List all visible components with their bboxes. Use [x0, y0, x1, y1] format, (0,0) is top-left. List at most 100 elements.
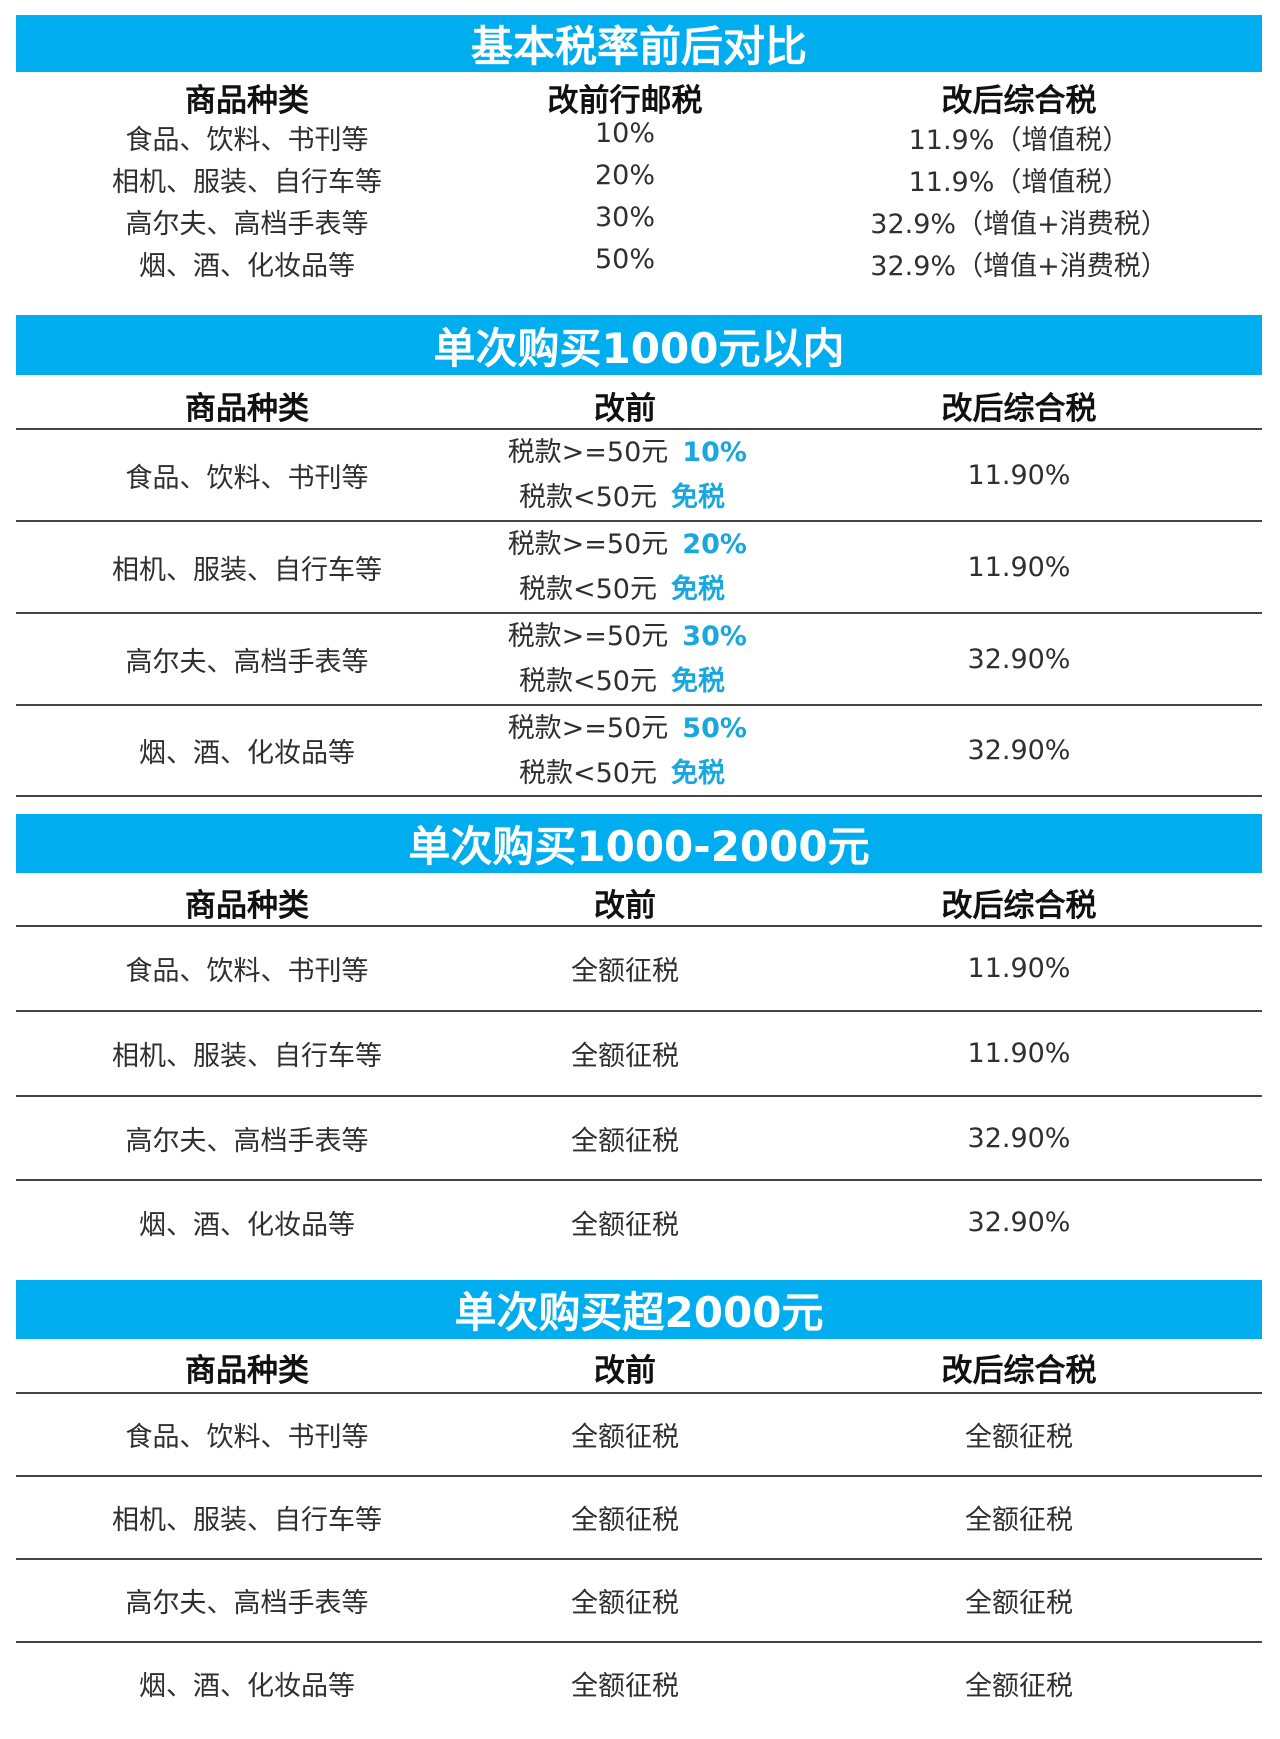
row-category: 烟、酒、化妆品等 [139, 738, 355, 769]
row-category: 食品、饮料、书刊等 [125, 1422, 369, 1453]
header-divider [16, 428, 1262, 430]
table-row: 烟、酒、化妆品等 全额征税 32.90% [16, 1181, 1262, 1263]
row-before: 全额征税 [571, 1422, 679, 1453]
row-before: 税款>=50元 50% 税款<50元 免税 [436, 706, 814, 795]
row-category: 相机、服装、自行车等 [112, 554, 382, 586]
row-before: 全额征税 [571, 1588, 679, 1619]
row-before: 税款>=50元 30% 税款<50元 免税 [436, 614, 814, 704]
header-after: 改后综合税 [941, 83, 1097, 119]
row-category: 相机、服装、自行车等 [112, 1041, 382, 1072]
row-after: 全额征税 [965, 1505, 1073, 1536]
row-after: 32.90% [967, 643, 1071, 675]
row-before: 全额征税 [571, 1209, 679, 1241]
row-before: 税款>=50元 10% 税款<50元 免税 [436, 430, 814, 520]
row-after: 全额征税 [965, 1422, 1073, 1453]
row-divider [16, 1095, 1262, 1097]
header-category: 商品种类 [185, 391, 309, 427]
row-after: 11.90% [967, 1038, 1071, 1069]
header-category: 商品种类 [185, 83, 309, 119]
row-divider [16, 1179, 1262, 1181]
section-title-banner: 基本税率前后对比 [16, 15, 1262, 72]
row-category: 食品、饮料、书刊等 [125, 956, 369, 987]
exempt-value: 免税 [670, 574, 725, 605]
table-row: 食品、饮料、书刊等 全额征税 11.90% [16, 927, 1262, 1010]
table-row: 食品、饮料、书刊等 税款>=50元 10% 税款<50元 免税 11.90% [16, 430, 1262, 520]
header-category: 商品种类 [185, 1353, 309, 1389]
exempt-value: 免税 [670, 757, 725, 789]
row-before: 全额征税 [571, 1671, 679, 1702]
row-divider [16, 795, 1262, 797]
header-divider [16, 1392, 1262, 1394]
row-category: 食品、饮料、书刊等 [125, 462, 369, 494]
row-divider [16, 520, 1262, 522]
threshold-below-label: 税款<50元 [519, 482, 657, 513]
header-divider [16, 925, 1262, 927]
rate-value: 10% [682, 437, 747, 468]
row-before: 全额征税 [571, 1041, 679, 1072]
table-row: 高尔夫、高档手表等 全额征税 全额征税 [16, 1560, 1262, 1641]
row-divider [16, 704, 1262, 706]
table-row: 高尔夫、高档手表等 全额征税 32.90% [16, 1097, 1262, 1179]
section-basic-rates: 基本税率前后对比 商品种类 改前行邮税 改后综合税 食品、饮料、书刊等 10% … [16, 15, 1262, 300]
threshold-above-label: 税款>=50元 [507, 712, 669, 744]
row-4-category: 烟、酒、化妆品等 [139, 251, 355, 282]
row-divider [16, 1641, 1262, 1643]
table-row: 烟、酒、化妆品等 全额征税 全额征税 [16, 1643, 1262, 1724]
threshold-above-label: 税款>=50元 [507, 529, 669, 560]
threshold-below-label: 税款<50元 [519, 757, 657, 789]
section-under-1000: 单次购买1000元以内 商品种类 改前 改后综合税 食品、饮料、书刊等 税款>=… [16, 315, 1262, 797]
row-divider [16, 1010, 1262, 1012]
row-3-category: 高尔夫、高档手表等 [125, 209, 369, 240]
row-category: 高尔夫、高档手表等 [125, 646, 369, 678]
table-row: 相机、服装、自行车等 税款>=50元 20% 税款<50元 免税 11.90% [16, 522, 1262, 612]
row-4-after: 32.9%（增值+消费税） [870, 251, 1168, 282]
row-after: 全额征税 [965, 1588, 1073, 1619]
row-divider [16, 1558, 1262, 1560]
row-category: 烟、酒、化妆品等 [139, 1209, 355, 1241]
section-over-2000: 单次购买超2000元 商品种类 改前 改后综合税 食品、饮料、书刊等 全额征税 … [16, 1280, 1262, 1730]
row-before: 全额征税 [571, 1505, 679, 1536]
header-after: 改后综合税 [941, 1353, 1097, 1389]
row-category: 烟、酒、化妆品等 [139, 1671, 355, 1702]
row-4-before: 50% [594, 244, 655, 275]
threshold-below-label: 税款<50元 [519, 574, 657, 605]
row-2-before: 20% [594, 160, 655, 191]
header-category: 商品种类 [185, 888, 309, 924]
header-after: 改后综合税 [941, 391, 1097, 427]
threshold-below-label: 税款<50元 [519, 666, 657, 697]
row-before: 全额征税 [571, 956, 679, 987]
header-before: 改前行邮税 [547, 83, 703, 119]
row-1-after: 11.9%（增值税） [908, 125, 1130, 156]
header-before: 改前 [594, 1353, 656, 1389]
row-1-before: 10% [594, 118, 655, 149]
table-row: 食品、饮料、书刊等 全额征税 全额征税 [16, 1394, 1262, 1475]
row-after: 全额征税 [965, 1671, 1073, 1702]
table-row: 烟、酒、化妆品等 税款>=50元 50% 税款<50元 免税 32.90% [16, 706, 1262, 795]
rate-value: 20% [682, 529, 747, 560]
row-after: 32.90% [967, 735, 1071, 766]
threshold-above-label: 税款>=50元 [507, 621, 669, 652]
table-row: 相机、服装、自行车等 全额征税 11.90% [16, 1012, 1262, 1095]
row-category: 相机、服装、自行车等 [112, 1505, 382, 1536]
row-1-category: 食品、饮料、书刊等 [125, 125, 369, 156]
row-divider [16, 1475, 1262, 1477]
section-1000-2000: 单次购买1000-2000元 商品种类 改前 改后综合税 食品、饮料、书刊等 全… [16, 814, 1262, 1254]
row-3-before: 30% [594, 202, 655, 233]
row-after: 32.90% [967, 1206, 1071, 1238]
row-divider [16, 612, 1262, 614]
row-after: 32.90% [967, 1122, 1071, 1154]
row-after: 11.90% [967, 953, 1071, 984]
row-2-category: 相机、服装、自行车等 [112, 167, 382, 198]
header-before: 改前 [594, 888, 656, 924]
rate-value: 50% [682, 712, 747, 744]
rate-value: 30% [682, 621, 747, 652]
header-before: 改前 [594, 391, 656, 427]
row-category: 高尔夫、高档手表等 [125, 1125, 369, 1157]
row-before: 全额征税 [571, 1125, 679, 1157]
exempt-value: 免税 [670, 666, 725, 697]
row-after: 11.90% [967, 459, 1071, 491]
section-title-banner: 单次购买1000-2000元 [16, 814, 1262, 873]
row-2-after: 11.9%（增值税） [908, 167, 1130, 198]
threshold-above-label: 税款>=50元 [507, 437, 669, 468]
row-3-after: 32.9%（增值+消费税） [870, 209, 1168, 240]
